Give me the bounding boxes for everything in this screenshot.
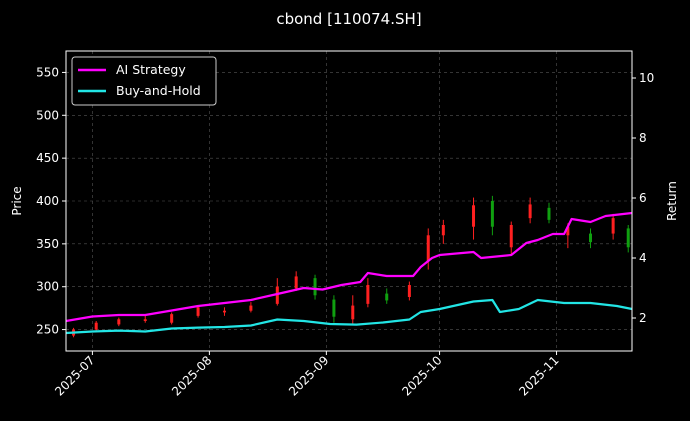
candle-body-25: [611, 218, 615, 234]
series-lines: [65, 211, 633, 335]
y-right-tick-label-2: 2: [639, 311, 647, 325]
legend-label-ai-strategy: AI Strategy: [116, 62, 186, 77]
y-tick-label-450: 450: [36, 151, 59, 165]
candle-body-21: [528, 204, 532, 219]
candle-body-14: [385, 293, 389, 301]
candle-body-22: [547, 207, 551, 220]
candle-body-10: [313, 278, 317, 296]
legend: AI Strategy Buy-and-Hold: [71, 56, 217, 106]
y-right-tick-label-4: 4: [639, 251, 647, 265]
y-tick-label-250: 250: [36, 323, 59, 337]
candle-body-5: [196, 307, 200, 316]
candle-body-11: [332, 299, 336, 317]
y-tick-label-350: 350: [36, 237, 59, 251]
candle-body-15: [407, 285, 411, 297]
y-axis-right-label: Return: [665, 181, 679, 221]
series-line-buy-and-hold: [65, 298, 633, 335]
candle-body-19: [490, 201, 494, 227]
y-axis-left: 250 300 350 400 450 500 550: [36, 65, 66, 337]
chart-title: cbond [110074.SH]: [276, 10, 421, 28]
y-tick-label-500: 500: [36, 108, 59, 122]
candle-body-2: [117, 319, 121, 325]
candle-body-4: [170, 314, 174, 323]
series-line-ai-strategy: [65, 211, 633, 323]
candle-body-18: [472, 205, 476, 227]
candle-body-7: [249, 305, 253, 311]
y-right-tick-label-6: 6: [639, 191, 647, 205]
candle-body-1: [94, 322, 98, 330]
legend-box: [71, 56, 217, 106]
candle-body-3: [143, 319, 147, 321]
y-axis-label: Price: [10, 186, 24, 215]
candle-body-8: [275, 286, 279, 304]
candles: [72, 195, 630, 338]
candle-body-20: [509, 225, 513, 248]
candle-body-17: [441, 225, 445, 236]
candle-body-24: [588, 233, 592, 243]
candle-body-23: [566, 226, 570, 236]
y-tick-label-300: 300: [36, 280, 59, 294]
y-right-tick-label-10: 10: [639, 71, 654, 85]
candle-body-12: [351, 305, 355, 320]
candle-body-9: [294, 276, 298, 289]
candle-body-6: [222, 310, 226, 313]
y-tick-label-400: 400: [36, 194, 59, 208]
candle-body-13: [366, 285, 370, 304]
candle-body-26: [626, 228, 630, 248]
candle-body-16: [426, 235, 430, 261]
legend-label-buy-and-hold: Buy-and-Hold: [116, 83, 201, 98]
y-right-tick-label-8: 8: [639, 131, 647, 145]
y-axis-right: 2 4 6 8 10: [632, 71, 654, 325]
y-tick-label-550: 550: [36, 65, 59, 79]
